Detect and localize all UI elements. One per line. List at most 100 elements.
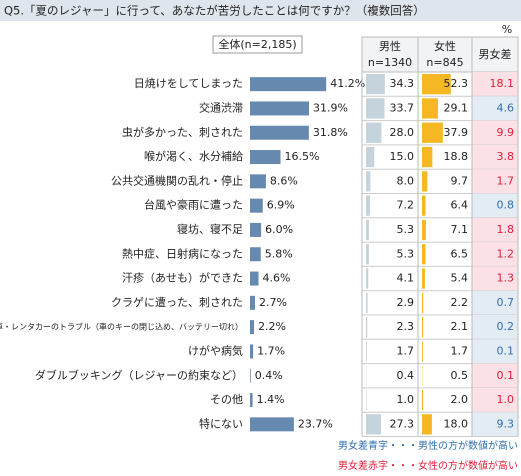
value-label: 2.0 [451, 393, 469, 406]
series-name: 男性 [379, 39, 401, 53]
category-label: 自家用車・レンタカーのトラブル（車のキーの閉じ込め、バッテリー切れ） [0, 322, 243, 332]
bar [250, 271, 259, 286]
diff-cell [472, 266, 518, 291]
bar [250, 150, 281, 165]
diff-label: 9.9 [497, 126, 515, 139]
bar [422, 317, 424, 338]
bar [250, 393, 253, 408]
value-label: 0.4 [397, 369, 415, 382]
value-label: 33.7 [390, 101, 415, 114]
value-label: 6.5 [451, 247, 469, 260]
diff-label: 18.1 [490, 77, 515, 90]
value-label: 6.9% [267, 199, 295, 212]
value-label: 37.9 [444, 126, 469, 139]
value-label: 4.1 [397, 272, 415, 285]
bar [250, 174, 266, 189]
diff-label: 9.3 [497, 417, 515, 430]
value-label: 1.7 [397, 344, 415, 357]
value-label: 18.0 [444, 417, 469, 430]
value-label: 9.7 [451, 174, 469, 187]
category-label: クラゲに遭った、刺された [111, 295, 243, 309]
value-label: 2.7% [259, 296, 287, 309]
overall-box [212, 35, 303, 54]
value-label: 31.8% [313, 126, 348, 139]
value-label: 29.1 [444, 101, 469, 114]
table-header [361, 36, 519, 73]
diff-cell [472, 144, 518, 170]
diff-cell [472, 315, 518, 340]
category-label: 日焼けをしてしまった [134, 77, 243, 90]
category-label: 虫が多かった、刺された [122, 125, 243, 139]
bar [250, 101, 310, 116]
diff-label: 1.0 [497, 393, 515, 406]
diff-label: 0.1 [497, 344, 515, 357]
value-label: 31.9% [313, 101, 348, 114]
value-label: 2.3 [397, 320, 415, 333]
bar [250, 295, 255, 310]
bar [366, 74, 385, 95]
note: 男女差赤字・・・女性の方が数値が高い [338, 459, 518, 472]
value-label: 2.2 [451, 296, 469, 309]
diff-cell [472, 217, 518, 243]
bar [250, 320, 255, 335]
value-label: 1.0 [397, 393, 415, 406]
series-name: 男女差 [479, 47, 512, 61]
value-label: 1.7 [451, 344, 469, 357]
bar [366, 122, 382, 143]
value-label: 6.4 [451, 199, 469, 212]
diff-cell [472, 120, 518, 145]
category-label: 熱中症、日射病になった [122, 246, 243, 260]
value-label: 4.6% [263, 272, 291, 285]
value-label: 16.5% [285, 150, 320, 163]
bar [366, 268, 369, 289]
diff-cell [472, 169, 518, 194]
bar [366, 195, 370, 216]
value-label: 2.9 [397, 296, 415, 309]
value-label: 27.3 [390, 417, 415, 430]
bar [422, 171, 428, 192]
bar [250, 77, 327, 92]
bar [422, 244, 426, 265]
chart-title: Q5.「夏のレジャー」に行って、あなたが苦労したことは何ですか？（複数回答） [4, 4, 425, 18]
value-label: 15.0 [390, 150, 415, 163]
bar [250, 222, 262, 237]
value-label: 34.3 [390, 77, 415, 90]
diff-label: 4.6 [497, 101, 515, 114]
category-label: 喉が渇く、水分補給 [144, 149, 243, 163]
series-name: 全体(n=2,185) [218, 37, 296, 51]
bar [422, 195, 426, 216]
diff-label: 1.7 [497, 174, 515, 187]
diff-cell [472, 387, 518, 413]
value-label: 18.8 [444, 150, 469, 163]
diff-label: 0.7 [497, 296, 515, 309]
diff-label: 3.8 [497, 150, 515, 163]
category-label: 台風や豪雨に遭った [144, 198, 243, 212]
bar [366, 244, 369, 265]
bar [422, 98, 439, 119]
value-label: 28.0 [390, 126, 415, 139]
bar [366, 414, 382, 435]
value-label: 6.0% [265, 223, 293, 236]
value-label: 23.7% [298, 417, 333, 430]
value-label: 7.2 [397, 199, 415, 212]
bar [422, 414, 432, 435]
bar [250, 344, 254, 359]
value-label: 2.2% [258, 320, 286, 333]
category-label: その他 [210, 393, 243, 406]
value-label: 8.6% [270, 174, 298, 187]
bar [250, 198, 263, 213]
value-label: 5.4 [451, 272, 469, 285]
diff-cell [472, 72, 518, 97]
diff-cell [472, 193, 518, 218]
bar [250, 368, 251, 383]
value-label: 8.0 [397, 174, 415, 187]
bar [366, 341, 367, 362]
bar [366, 389, 367, 411]
bar [366, 146, 375, 168]
bar [422, 268, 425, 289]
value-label: 0.4% [255, 369, 283, 382]
category-label: けがや病気 [188, 343, 243, 357]
value-label: 7.1 [451, 223, 469, 236]
series-n: n=845 [426, 56, 463, 69]
